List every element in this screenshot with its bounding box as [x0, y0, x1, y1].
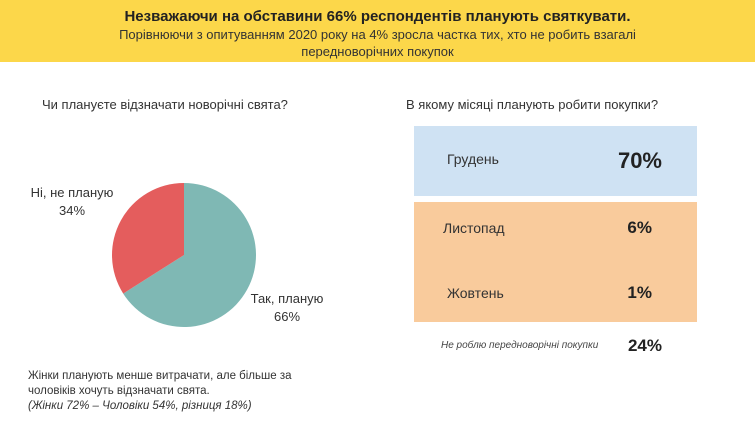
page-title: Незважаючи на обставини 66% респондентів…	[124, 8, 631, 25]
month-label-october: Жовтень	[447, 285, 504, 301]
pie-label-yes: Так, планую 66%	[237, 290, 337, 326]
pie-label-no-value: 34%	[58, 203, 86, 218]
gender-note-line-3: (Жінки 72% – Чоловіки 54%, різниця 18%)	[28, 400, 252, 412]
pie-chart-question: Чи плануєте відзначати новорічні свята?	[42, 97, 288, 112]
no-purchases-value: 24%	[627, 336, 662, 355]
month-value-november: 6%	[627, 218, 652, 237]
gender-note-line-1: Жінки планують менше витрачати, але біль…	[28, 370, 292, 382]
pie-chart	[112, 183, 256, 327]
pie-slice-no	[112, 183, 184, 294]
month-value-december: 70%	[617, 148, 662, 173]
gender-note: Жінки планують менше витрачати, але біль…	[28, 369, 358, 414]
november-october-box	[414, 202, 697, 322]
no-purchases-label: Не роблю передноворічні покупки	[441, 340, 599, 351]
month-question: В якому місяці планують робити покупки?	[406, 97, 659, 112]
header-banner: Незважаючи на обставини 66% респондентів…	[0, 0, 755, 62]
month-label-november: Листопад	[443, 220, 505, 236]
page-subtitle-line-2: передноворічних покупок	[301, 44, 454, 59]
pie-label-yes-text: Так, планую	[250, 291, 324, 306]
december-box	[414, 126, 697, 196]
page-subtitle-line-1: Порівнюючи з опитуванням 2020 року на 4%…	[119, 27, 636, 42]
pie-slice-yes	[123, 183, 256, 327]
gender-note-line-2: чоловіків хочуть відзначати свята.	[28, 385, 210, 397]
pie-label-yes-value: 66%	[273, 309, 301, 324]
month-value-october: 1%	[627, 283, 652, 302]
month-label-december: Грудень	[447, 151, 499, 167]
pie-label-no-text: Ні, не планую	[30, 185, 114, 200]
pie-label-no: Ні, не планую 34%	[22, 184, 122, 220]
